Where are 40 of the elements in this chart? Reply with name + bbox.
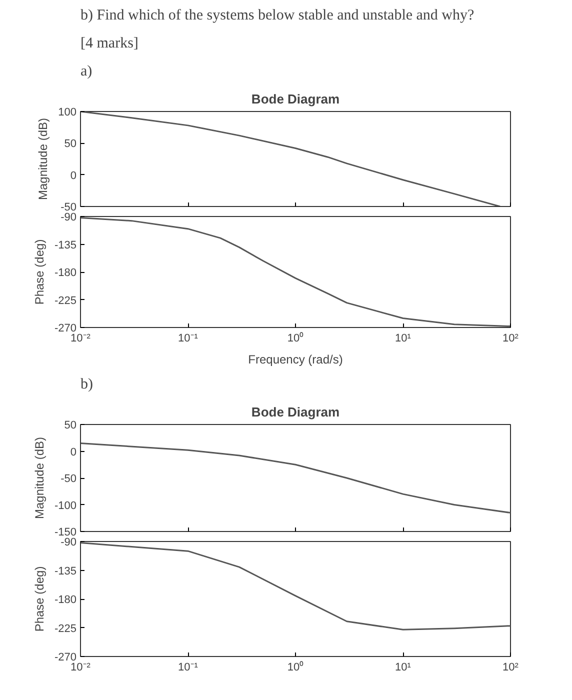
y-tick-label: 50 <box>64 138 77 150</box>
y-tick-label: -100 <box>54 500 77 512</box>
x-tick-label: 10⁻² <box>70 662 91 674</box>
y-tick-label: -90 <box>60 212 77 224</box>
y-tick-label: -180 <box>54 594 77 606</box>
x-tick-label: 10¹ <box>395 662 412 674</box>
y-tick-label: 100 <box>58 106 77 118</box>
x-tick-label: 10² <box>502 332 519 344</box>
y-axis-title: Phase (deg) <box>32 566 46 632</box>
y-tick-label: -225 <box>54 622 77 635</box>
y-tick-label: -270 <box>54 652 77 664</box>
y-tick-label: -225 <box>54 294 77 307</box>
y-axis-title: Magnitude (dB) <box>36 118 50 200</box>
y-tick-label: -150 <box>54 526 77 538</box>
text: b) Find which of the systems below stable and unstable and why? <box>80 8 475 24</box>
x-tick-label: 10⁻¹ <box>178 662 198 674</box>
y-tick-label: -90 <box>60 536 77 548</box>
y-tick-label: -270 <box>54 322 77 334</box>
y-tick-label: -135 <box>54 239 77 252</box>
y-tick-label: 0 <box>70 446 77 458</box>
chart-title: Bode Diagram <box>251 92 340 106</box>
x-tick-label: 10¹ <box>395 332 412 344</box>
x-tick-label: 10⁻¹ <box>178 332 198 344</box>
y-tick-label: -50 <box>60 473 77 485</box>
chart-title: Bode Diagram <box>251 404 340 420</box>
y-tick-label: 50 <box>64 420 77 432</box>
x-tick-label: 10⁰ <box>287 332 304 344</box>
text: b) <box>80 376 93 392</box>
text: a) <box>80 64 92 80</box>
x-tick-label: 10⁰ <box>287 660 304 674</box>
text: [4 marks] <box>80 36 138 52</box>
y-tick-label: 0 <box>70 170 77 182</box>
x-tick-label: 10² <box>502 662 519 674</box>
y-tick-label: -135 <box>54 565 77 578</box>
x-tick-label: 10⁻² <box>70 332 91 344</box>
x-axis-title: Frequency (rad/s) <box>248 352 343 366</box>
y-axis-title: Magnitude (dB) <box>32 436 46 520</box>
y-tick-label: -50 <box>60 202 77 214</box>
y-axis-title: Phase (deg) <box>32 239 46 305</box>
y-tick-label: -180 <box>54 267 77 279</box>
